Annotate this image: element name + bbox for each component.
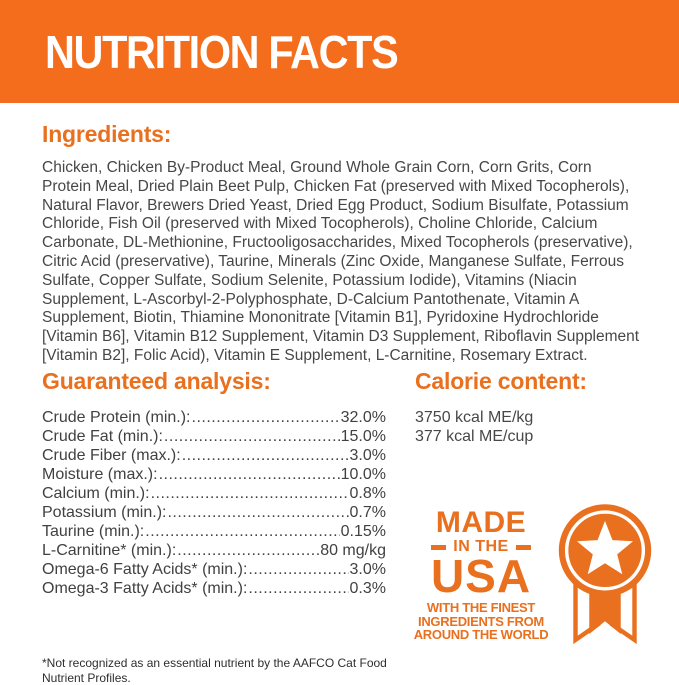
leader-dots: ........................................…	[163, 428, 340, 445]
analysis-label: Taurine (min.):	[42, 523, 145, 540]
analysis-label: Omega-6 Fatty Acids* (min.):	[42, 561, 248, 578]
made-in-usa-text: MADE IN THE USA WITH THE FINEST INGREDIE…	[412, 506, 550, 642]
guaranteed-analysis-section: Guaranteed analysis: Crude Protein (min.…	[42, 368, 386, 598]
analysis-value: 32.0%	[340, 409, 386, 426]
analysis-value: 0.8%	[349, 485, 386, 502]
ingredients-text: Chicken, Chicken By-Product Meal, Ground…	[42, 159, 640, 364]
analysis-value: 3.0%	[349, 447, 386, 464]
analysis-label: Crude Fiber (max.):	[42, 447, 181, 464]
analysis-value: 3.0%	[349, 561, 386, 578]
leader-dots: ........................................…	[181, 447, 349, 464]
analysis-label: Crude Protein (min.):	[42, 409, 191, 426]
table-row: Potassium (min.): ......................…	[42, 503, 386, 522]
table-row: Taurine (min.): ........................…	[42, 522, 386, 541]
badge-tagline-line: WITH THE FINEST	[426, 600, 536, 615]
leader-dots: ........................................…	[248, 580, 348, 597]
leader-dots: ........................................…	[177, 542, 320, 559]
analysis-label: Moisture (max.):	[42, 466, 158, 483]
leader-dots: ........................................…	[150, 485, 349, 502]
table-row: Omega-6 Fatty Acids* (min.): ...........…	[42, 560, 386, 579]
analysis-value: 0.15%	[340, 523, 386, 540]
calorie-values: 3750 kcal ME/kg 377 kcal ME/cup	[415, 408, 655, 446]
badge-in-the-row: IN THE	[412, 539, 550, 555]
analysis-value: 80 mg/kg	[320, 542, 386, 559]
analysis-label: Crude Fat (min.):	[42, 428, 163, 445]
calorie-content-section: Calorie content: 3750 kcal ME/kg 377 kca…	[415, 368, 655, 446]
dash-decoration	[431, 544, 447, 550]
ingredients-heading: Ingredients:	[42, 121, 172, 147]
table-row: Crude Fat (min.): ......................…	[42, 427, 386, 446]
aafco-footnote: *Not recognized as an essential nutrient…	[42, 656, 387, 685]
nutrition-facts-banner: NUTRITION FACTS	[0, 0, 679, 103]
analysis-value: 0.7%	[349, 504, 386, 521]
table-row: Omega-3 Fatty Acids* (min.): ...........…	[42, 579, 386, 598]
guaranteed-analysis-table: Crude Protein (min.): ..................…	[42, 408, 386, 598]
table-row: Crude Protein (min.): ..................…	[42, 408, 386, 427]
badge-made-label: MADE	[435, 506, 527, 539]
award-ribbon-star-icon	[546, 500, 664, 650]
badge-tagline-line: AROUND THE WORLD	[413, 627, 549, 642]
leader-dots: ........................................…	[248, 561, 348, 578]
calorie-value-cup: 377 kcal ME/cup	[415, 428, 534, 445]
badge-usa-label: USA	[430, 550, 532, 602]
leader-dots: ........................................…	[191, 409, 340, 426]
ingredients-section: Ingredients: Chicken, Chicken By-Product…	[42, 121, 642, 366]
analysis-value: 15.0%	[340, 428, 386, 445]
analysis-value: 10.0%	[340, 466, 386, 483]
badge-tagline-line: INGREDIENTS FROM	[418, 613, 544, 629]
made-in-usa-badge: MADE IN THE USA WITH THE FINEST INGREDIE…	[412, 500, 664, 650]
badge-taglines: WITH THE FINEST INGREDIENTS FROM AROUND …	[412, 601, 550, 642]
table-row: Calcium (min.): ........................…	[42, 484, 386, 503]
leader-dots: ........................................…	[167, 504, 349, 521]
calorie-content-heading: Calorie content:	[415, 368, 587, 394]
guaranteed-analysis-heading: Guaranteed analysis:	[42, 368, 271, 394]
table-row: Crude Fiber (max.): ....................…	[42, 446, 386, 465]
table-row: L-Carnitine* (min.): ...................…	[42, 541, 386, 560]
dash-decoration	[515, 544, 531, 550]
leader-dots: ........................................…	[158, 466, 340, 483]
table-row: Moisture (max.): .......................…	[42, 465, 386, 484]
calorie-value-kg: 3750 kcal ME/kg	[415, 409, 534, 426]
page-title: NUTRITION FACTS	[45, 25, 399, 78]
leader-dots: ........................................…	[145, 523, 339, 540]
analysis-value: 0.3%	[349, 580, 386, 597]
analysis-label: Potassium (min.):	[42, 504, 167, 521]
analysis-label: Omega-3 Fatty Acids* (min.):	[42, 580, 248, 597]
analysis-label: Calcium (min.):	[42, 485, 150, 502]
badge-in-the-label: IN THE	[453, 538, 509, 555]
analysis-label: L-Carnitine* (min.):	[42, 542, 177, 559]
